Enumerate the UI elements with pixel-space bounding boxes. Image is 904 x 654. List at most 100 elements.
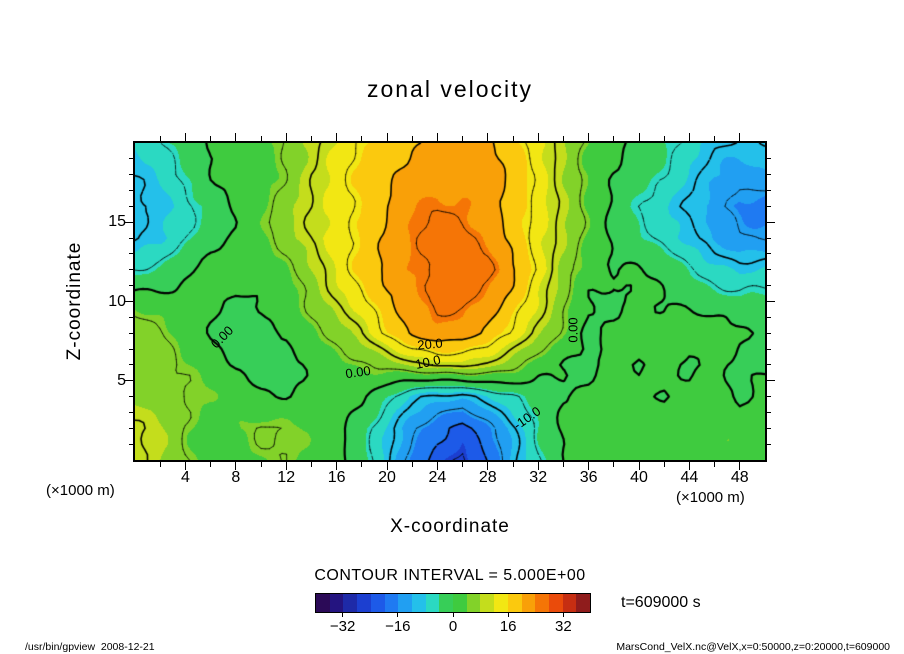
colorbar-segment bbox=[343, 594, 358, 612]
colorbar-tick-label: −16 bbox=[385, 618, 411, 635]
x-tick-label: 20 bbox=[378, 469, 396, 486]
z-tick bbox=[767, 396, 771, 398]
footer-dataset: MarsCond_VelX.nc@VelX,x=0:50000,z=0:2000… bbox=[616, 641, 890, 653]
z-tick bbox=[767, 269, 771, 271]
z-tick bbox=[767, 221, 775, 223]
x-tick bbox=[562, 462, 564, 467]
z-tick bbox=[125, 221, 133, 223]
z-tick bbox=[767, 427, 771, 429]
x-axis-unit: (×1000 m) bbox=[676, 489, 745, 506]
colorbar-tick-label: 0 bbox=[448, 618, 458, 635]
colorbar-segment bbox=[384, 594, 399, 612]
x-axis-label: X-coordinate bbox=[390, 516, 510, 537]
x-tick bbox=[739, 462, 741, 470]
colorbar-tick-label: 16 bbox=[499, 618, 517, 635]
z-tick bbox=[767, 411, 771, 413]
x-tick-label: 4 bbox=[180, 469, 190, 486]
x-tick-label: 36 bbox=[579, 469, 598, 486]
colorbar-segment bbox=[548, 594, 563, 612]
colorbar-tick-label: −32 bbox=[329, 618, 356, 635]
colorbar-segment bbox=[453, 594, 467, 612]
x-tick-label: 24 bbox=[428, 469, 447, 486]
z-tick bbox=[767, 316, 771, 318]
x-tick bbox=[462, 462, 464, 467]
z-tick bbox=[767, 301, 775, 302]
colorbar-tick bbox=[397, 613, 399, 617]
x-tick bbox=[235, 133, 237, 141]
x-tick bbox=[739, 133, 741, 141]
x-tick-label: 8 bbox=[231, 469, 241, 486]
colorbar-segment bbox=[439, 594, 454, 612]
plot-title: zonal velocity bbox=[366, 76, 534, 102]
x-tick bbox=[184, 462, 186, 470]
z-tick bbox=[767, 237, 771, 239]
colorbar-segment bbox=[494, 594, 508, 612]
x-tick bbox=[688, 133, 690, 141]
x-tick bbox=[537, 462, 539, 470]
x-tick bbox=[638, 133, 640, 141]
x-tick-label: 28 bbox=[478, 469, 497, 486]
z-tick bbox=[125, 301, 133, 302]
x-tick bbox=[436, 133, 438, 141]
colorbar-tick bbox=[452, 613, 454, 617]
colorbar bbox=[315, 593, 591, 613]
x-tick bbox=[638, 462, 640, 470]
x-tick bbox=[184, 133, 186, 141]
x-tick bbox=[310, 462, 312, 467]
z-tick bbox=[767, 190, 771, 192]
z-axis-label: Z-coordinate bbox=[64, 241, 85, 361]
footer-command: /usr/bin/gpview 2008-12-21 bbox=[25, 641, 155, 653]
x-tick-label: 44 bbox=[680, 469, 699, 486]
z-tick bbox=[767, 443, 771, 445]
z-tick bbox=[767, 348, 771, 350]
contour-plot-canvas bbox=[135, 143, 765, 460]
z-tick bbox=[767, 174, 771, 176]
x-tick bbox=[537, 133, 539, 141]
colorbar-segment bbox=[411, 594, 426, 612]
colorbar-segment bbox=[398, 594, 412, 612]
colorbar-tick bbox=[342, 613, 344, 617]
colorbar-segment bbox=[466, 594, 481, 612]
x-tick bbox=[159, 462, 161, 467]
colorbar-segment bbox=[329, 594, 344, 612]
x-tick bbox=[411, 462, 413, 467]
contour-plot: 0.00 20.0 10.0 0.00 0.00 -10.0 bbox=[133, 141, 767, 462]
x-tick-label: 32 bbox=[529, 469, 548, 486]
x-tick bbox=[487, 133, 489, 141]
x-tick bbox=[487, 462, 489, 470]
z-tick bbox=[125, 380, 133, 382]
x-tick bbox=[512, 462, 514, 467]
z-tick bbox=[767, 205, 771, 207]
colorbar-segment bbox=[370, 594, 385, 612]
z-tick bbox=[767, 364, 771, 366]
contour-interval-text: CONTOUR INTERVAL = 5.000E+00 bbox=[314, 567, 586, 584]
x-tick bbox=[714, 462, 716, 467]
x-tick bbox=[361, 462, 363, 467]
colorbar-segment bbox=[480, 594, 495, 612]
x-tick bbox=[436, 462, 438, 470]
x-tick bbox=[285, 462, 287, 470]
colorbar-segment bbox=[521, 594, 536, 612]
z-tick bbox=[767, 332, 771, 334]
z-tick bbox=[767, 380, 775, 382]
colorbar-segment bbox=[357, 594, 371, 612]
z-tick-label: 15 bbox=[108, 213, 126, 231]
x-tick bbox=[588, 133, 590, 141]
colorbar-segment bbox=[576, 594, 591, 612]
x-tick bbox=[260, 462, 262, 467]
x-tick-label: 40 bbox=[630, 469, 648, 486]
z-tick bbox=[767, 285, 771, 287]
colorbar-segment bbox=[316, 594, 330, 612]
x-tick bbox=[663, 462, 665, 467]
x-tick-label: 16 bbox=[327, 469, 346, 486]
x-tick bbox=[336, 133, 338, 141]
x-tick bbox=[688, 462, 690, 470]
colorbar-segment bbox=[425, 594, 440, 612]
x-tick-label: 12 bbox=[277, 469, 296, 486]
colorbar-segment bbox=[562, 594, 577, 612]
x-tick-label: 48 bbox=[730, 469, 749, 486]
x-tick bbox=[613, 462, 615, 467]
colorbar-tick-label: 32 bbox=[555, 618, 572, 635]
x-tick bbox=[210, 462, 212, 467]
